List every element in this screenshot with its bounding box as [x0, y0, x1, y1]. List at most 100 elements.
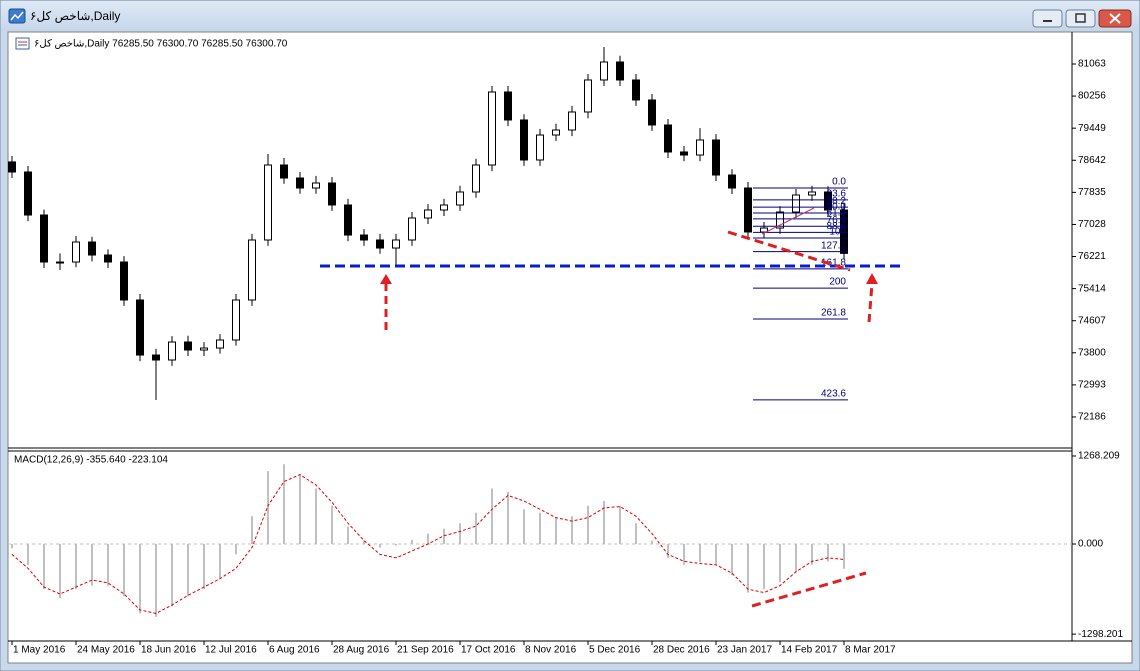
trend-line	[727, 230, 851, 272]
candle-body	[808, 191, 816, 196]
candle-body	[664, 124, 672, 153]
fib-base-line	[761, 207, 815, 235]
candle-body	[600, 61, 608, 81]
candle-body	[152, 354, 160, 361]
x-tick-label: 12 Jul 2016	[205, 645, 257, 656]
window-icon-line	[10, 11, 24, 21]
candle-body	[728, 174, 736, 189]
candle-body	[536, 134, 544, 161]
window-title: شاخص کل۶,Daily	[30, 9, 120, 23]
fib-label: 50.0	[827, 202, 847, 213]
candle-body	[56, 261, 64, 264]
candle-body	[8, 161, 16, 173]
x-tick-label: 5 Dec 2016	[589, 645, 641, 656]
candle-body	[456, 191, 464, 206]
candle-body	[504, 91, 512, 121]
x-tick-label: 14 Feb 2017	[781, 645, 838, 656]
header-icon	[15, 37, 30, 50]
candle-body	[696, 139, 704, 156]
candle-body	[136, 299, 144, 356]
y-tick-label: 76221	[1078, 251, 1106, 262]
fib-label: 88.6	[827, 221, 847, 232]
candle-body	[584, 79, 592, 113]
x-tick-label: 23 Jan 2017	[717, 645, 772, 656]
candle-body	[424, 209, 432, 219]
y-tick-label: 77028	[1078, 219, 1106, 230]
fib-label: 423.6	[821, 389, 846, 400]
candle-body	[184, 341, 192, 351]
y-tick-label: 73800	[1078, 347, 1106, 358]
candle-body	[792, 194, 800, 213]
y-tick-label: 72186	[1078, 412, 1106, 423]
macd-label: MACD(12,26,9) -355.640 -223.104	[14, 455, 168, 466]
candle-body	[88, 241, 96, 256]
x-tick-label: 28 Aug 2016	[333, 645, 390, 656]
candle-body	[472, 164, 480, 193]
candle-body	[72, 241, 80, 263]
candle-body	[744, 187, 752, 233]
candle-body	[712, 139, 720, 176]
fib-label: 61.8	[827, 208, 847, 219]
trend-line	[751, 571, 867, 608]
candle-body	[280, 164, 288, 179]
candle-body	[440, 204, 448, 211]
candle-body	[488, 91, 496, 166]
candle-body	[680, 151, 688, 156]
candle-body	[248, 239, 256, 301]
candle-body	[312, 182, 320, 189]
x-tick-label: 6 Aug 2016	[269, 645, 320, 656]
y-tick-label: 79449	[1078, 123, 1106, 134]
x-tick-label: 17 Oct 2016	[461, 645, 516, 656]
maximize-button[interactable]	[1065, 9, 1096, 28]
candle-body	[296, 177, 304, 189]
y-tick-label: 81063	[1078, 59, 1106, 70]
x-tick-label: 8 Nov 2016	[525, 645, 577, 656]
candle-body	[376, 239, 384, 249]
candle-body	[168, 341, 176, 361]
candle-body	[216, 339, 224, 349]
candle-body	[104, 254, 112, 263]
x-tick-label: 24 May 2016	[77, 645, 135, 656]
fib-label: 127.2	[821, 240, 846, 251]
candle-body	[408, 217, 416, 241]
candle-body	[824, 191, 832, 211]
x-tick-label: 1 May 2016	[13, 645, 66, 656]
candle-body	[264, 164, 272, 241]
y-tick-label: 75414	[1078, 283, 1106, 294]
fib-label: 38.2	[827, 196, 847, 207]
arrow-head	[866, 273, 878, 284]
y-tick-label: 77835	[1078, 187, 1106, 198]
y-tick-label: 74607	[1078, 315, 1106, 326]
y-tick-label: 80256	[1078, 91, 1106, 102]
candle-body	[232, 299, 240, 341]
candle-body	[120, 261, 128, 301]
x-tick-label: 21 Sep 2016	[397, 645, 454, 656]
fib-label: 23.6	[827, 188, 847, 199]
fib-label: 261.8	[821, 308, 846, 319]
fib-label: 161.8	[821, 258, 846, 269]
chart-header: شاخص کل۶,Daily 76285.50 76300.70 76285.5…	[34, 39, 288, 50]
title-bar	[1, 1, 1139, 31]
close-icon	[1109, 13, 1121, 24]
candle-body	[24, 171, 32, 216]
candle-body	[328, 182, 336, 206]
y-tick-label: -1298.201	[1078, 629, 1123, 640]
candle-body	[552, 129, 560, 136]
fib-label: 0.0	[832, 177, 846, 188]
candle-body	[200, 347, 208, 351]
candle-body	[568, 111, 576, 131]
fib-label: 76.4	[827, 215, 847, 226]
y-tick-label: 0.000	[1078, 539, 1103, 550]
candle-body	[776, 211, 784, 229]
minimize-button[interactable]	[1032, 9, 1063, 28]
y-tick-label: 1268.209	[1078, 451, 1120, 462]
x-tick-label: 28 Dec 2016	[653, 645, 710, 656]
maximize-icon	[1075, 13, 1086, 23]
y-tick-label: 72993	[1078, 380, 1106, 391]
candle-body	[344, 204, 352, 236]
candle-body	[648, 99, 656, 126]
candle-body	[360, 234, 368, 241]
chart-area	[7, 31, 1133, 664]
arrow-head	[380, 274, 392, 284]
x-tick-label: 18 Jun 2016	[141, 645, 196, 656]
